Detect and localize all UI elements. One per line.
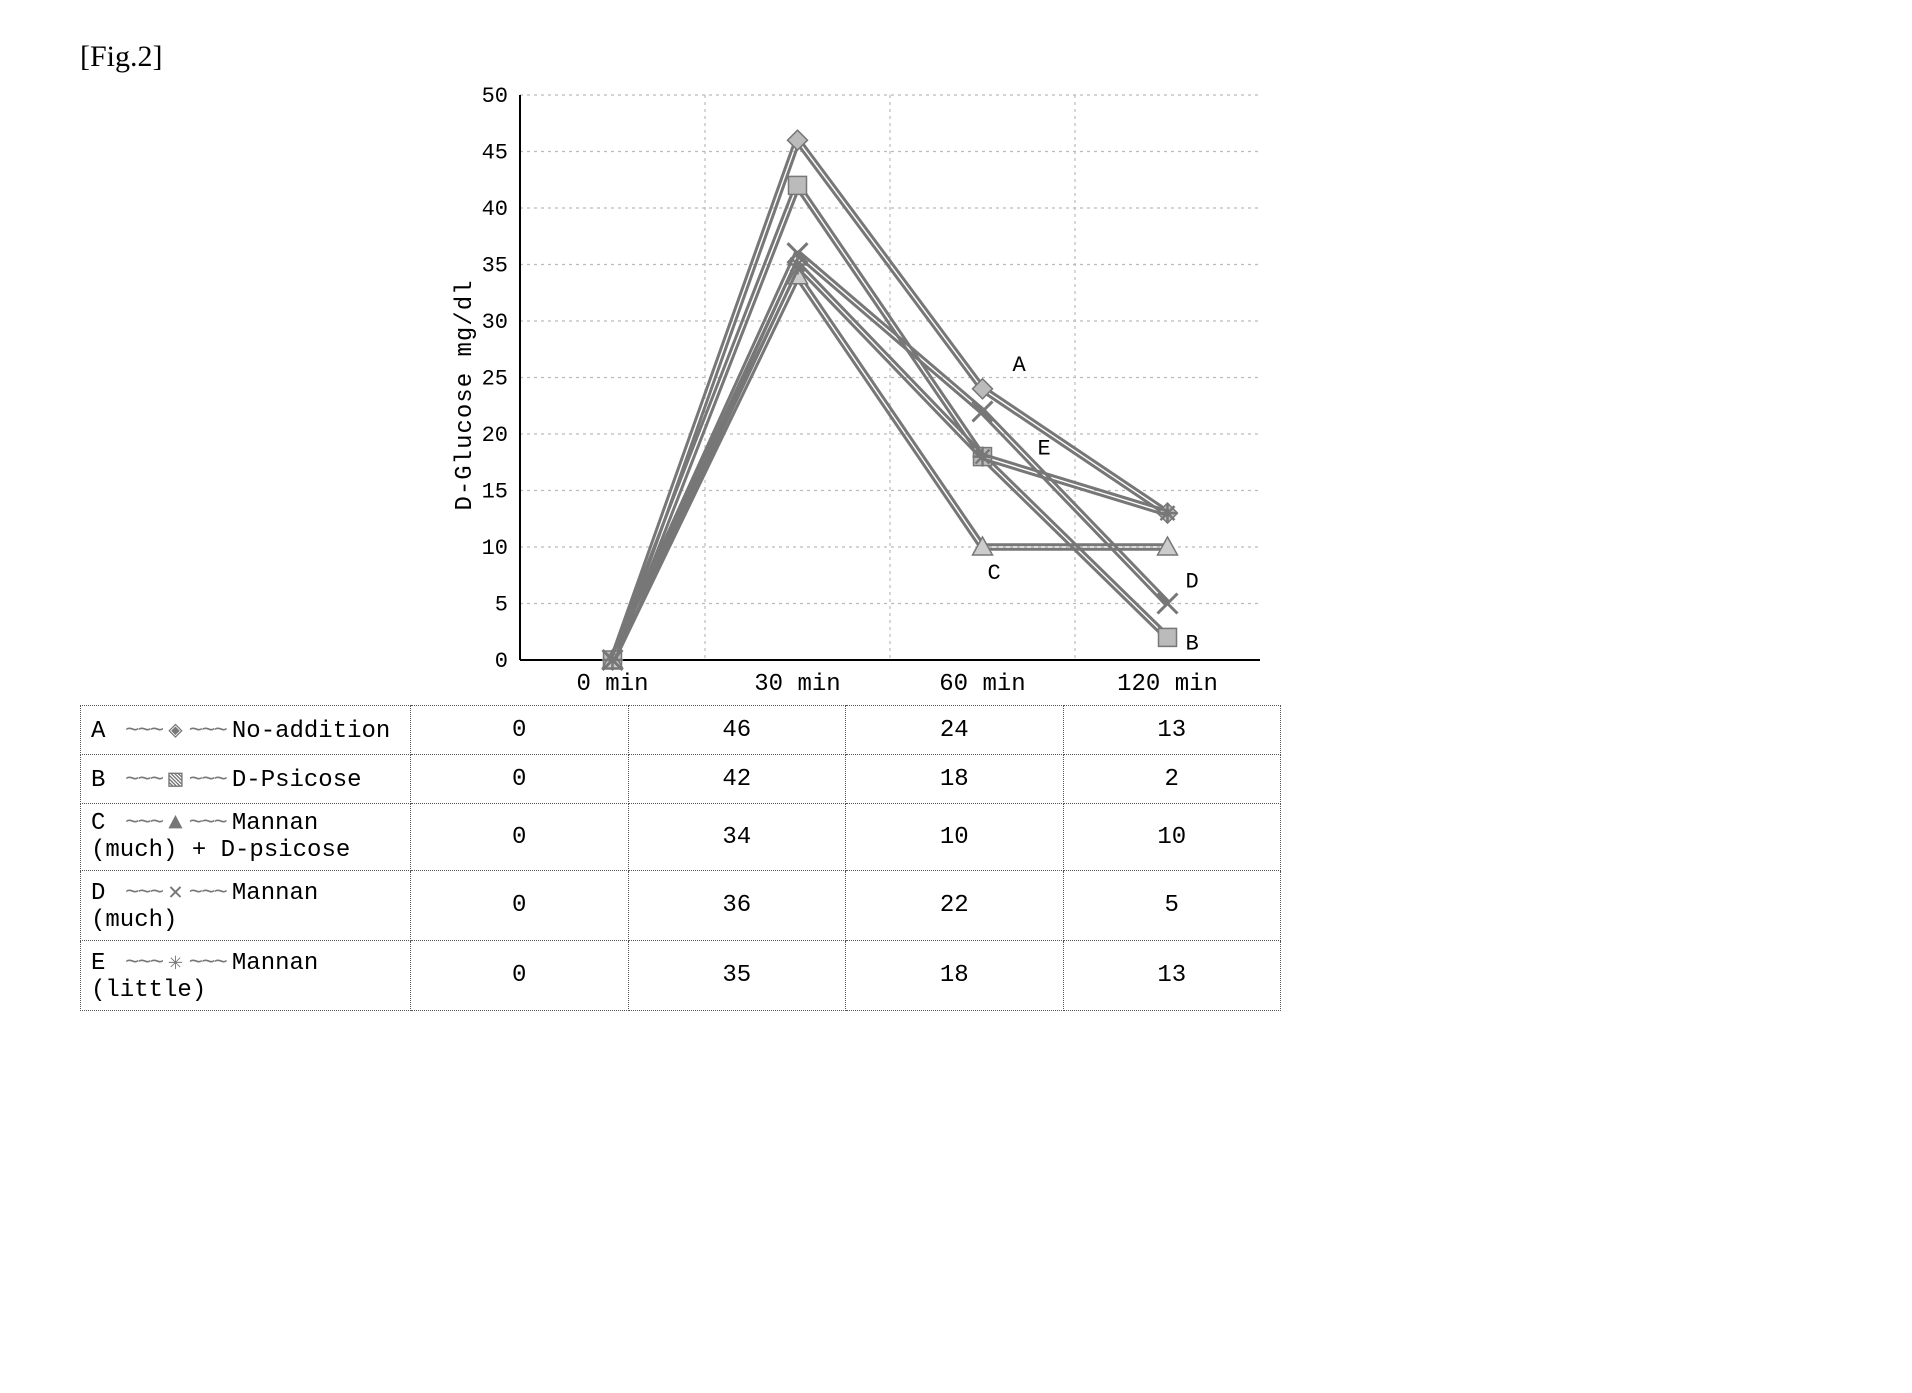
series-id: C <box>91 810 119 837</box>
series-legend-cell: D~~~✕~~~Mannan (much) <box>81 871 411 941</box>
svg-text:0: 0 <box>495 649 508 674</box>
data-cell: 18 <box>846 941 1064 1011</box>
svg-text:20: 20 <box>482 423 508 448</box>
figure-label: [Fig.2] <box>80 40 163 74</box>
series-id: B <box>91 767 119 794</box>
legend-marker-icon: ◈ <box>168 718 182 745</box>
series-label: D-Psicose <box>232 767 362 794</box>
data-cell: 22 <box>846 871 1064 941</box>
svg-text:25: 25 <box>482 367 508 392</box>
legend-marker-icon: ▧ <box>168 767 182 794</box>
legend-line-icon: ~~~ <box>125 767 162 794</box>
page: [Fig.2] D-Glucose mg/dl 0510152025303540… <box>0 0 1912 1393</box>
table-row: A~~~◈~~~No-addition0462413 <box>81 706 1281 755</box>
data-cell: 0 <box>411 804 629 871</box>
svg-text:60 min: 60 min <box>939 671 1025 698</box>
series-legend-cell: B~~~▧~~~D-Psicose <box>81 755 411 804</box>
svg-text:D: D <box>1186 570 1199 595</box>
table-row: C~~~▲~~~Mannan (much) + D-psicose0341010 <box>81 804 1281 871</box>
legend-line-icon: ~~~ <box>189 880 226 907</box>
series-legend-cell: C~~~▲~~~Mannan (much) + D-psicose <box>81 804 411 871</box>
data-cell: 0 <box>411 871 629 941</box>
data-cell: 2 <box>1063 755 1281 804</box>
legend-line-icon: ~~~ <box>189 950 226 977</box>
legend-marker-icon: ✕ <box>168 880 182 907</box>
table-row: D~~~✕~~~Mannan (much)036225 <box>81 871 1281 941</box>
series-label: No-addition <box>232 718 390 745</box>
svg-text:C: C <box>988 561 1001 586</box>
data-cell: 46 <box>628 706 846 755</box>
data-cell: 10 <box>1063 804 1281 871</box>
svg-text:30 min: 30 min <box>754 671 840 698</box>
data-cell: 0 <box>411 706 629 755</box>
plot-area: D-Glucose mg/dl 05101520253035404550AECD… <box>80 85 1280 705</box>
svg-text:35: 35 <box>482 254 508 279</box>
svg-text:120 min: 120 min <box>1117 671 1218 698</box>
data-cell: 10 <box>846 804 1064 871</box>
legend-line-icon: ~~~ <box>125 718 162 745</box>
data-cell: 35 <box>628 941 846 1011</box>
svg-text:15: 15 <box>482 480 508 505</box>
legend-line-icon: ~~~ <box>189 810 226 837</box>
data-cell: 0 <box>411 755 629 804</box>
data-cell: 5 <box>1063 871 1281 941</box>
table-row: E~~~✳~~~Mannan (little)0351813 <box>81 941 1281 1011</box>
data-cell: 34 <box>628 804 846 871</box>
data-table: A~~~◈~~~No-addition0462413B~~~▧~~~D-Psic… <box>80 705 1281 1011</box>
chart-and-table: D-Glucose mg/dl 05101520253035404550AECD… <box>80 85 1280 1011</box>
series-id: D <box>91 880 119 907</box>
data-cell: 42 <box>628 755 846 804</box>
data-cell: 13 <box>1063 941 1281 1011</box>
svg-text:B: B <box>1186 631 1199 656</box>
series-id: E <box>91 950 119 977</box>
svg-text:5: 5 <box>495 593 508 618</box>
data-cell: 0 <box>411 941 629 1011</box>
svg-text:A: A <box>1013 353 1027 378</box>
data-cell: 13 <box>1063 706 1281 755</box>
svg-text:50: 50 <box>482 85 508 109</box>
line-chart: 0 5 10 15 20 25 30 35 40 45 50 A E C D B 0 min 30 min 60 m… <box>455 85 1280 705</box>
table-row: B~~~▧~~~D-Psicose042182 <box>81 755 1281 804</box>
series-legend-cell: A~~~◈~~~No-addition <box>81 706 411 755</box>
legend-marker-icon: ✳ <box>168 950 182 977</box>
data-cell: 36 <box>628 871 846 941</box>
series-legend-cell: E~~~✳~~~Mannan (little) <box>81 941 411 1011</box>
legend-line-icon: ~~~ <box>125 880 162 907</box>
legend-line-icon: ~~~ <box>125 950 162 977</box>
data-cell: 24 <box>846 706 1064 755</box>
svg-text:45: 45 <box>482 141 508 166</box>
svg-text:0 min: 0 min <box>576 671 648 698</box>
series-id: A <box>91 718 119 745</box>
data-cell: 18 <box>846 755 1064 804</box>
svg-text:E: E <box>1038 437 1051 462</box>
legend-line-icon: ~~~ <box>189 767 226 794</box>
svg-text:10: 10 <box>482 536 508 561</box>
svg-text:30: 30 <box>482 310 508 335</box>
legend-line-icon: ~~~ <box>125 810 162 837</box>
legend-marker-icon: ▲ <box>168 810 182 837</box>
svg-text:40: 40 <box>482 197 508 222</box>
legend-line-icon: ~~~ <box>189 718 226 745</box>
